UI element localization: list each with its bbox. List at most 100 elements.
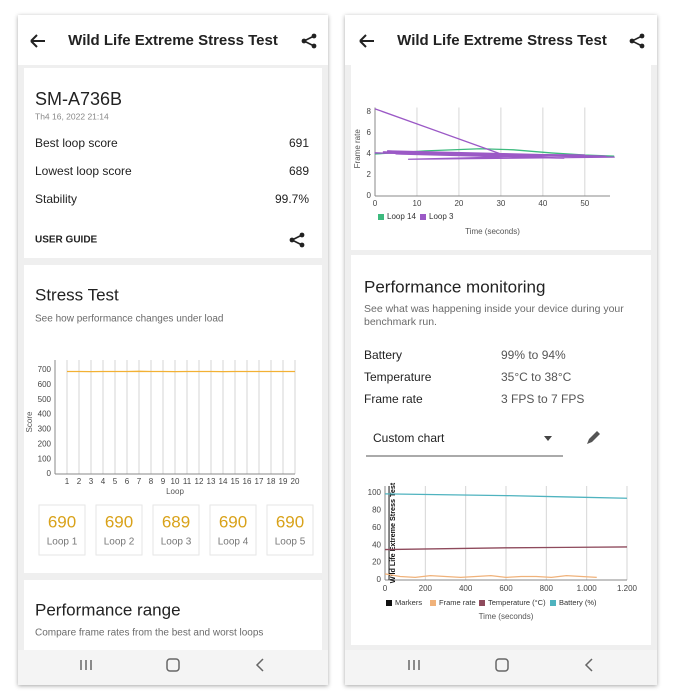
recents-button[interactable]: [408, 660, 420, 670]
y-tick-label: 100: [368, 488, 382, 497]
x-tick-label: 10: [413, 199, 422, 208]
legend-label: Loop 14: [387, 212, 416, 221]
x-tick-label: 0: [383, 584, 388, 593]
row-label: Best loop score: [35, 136, 118, 150]
x-tick-label: 1.000: [577, 584, 598, 593]
device-name: SM-A736B: [35, 89, 122, 109]
x-tick-label: 2: [77, 477, 82, 486]
row-label: Temperature: [364, 370, 432, 384]
screen-title: Wild Life Extreme Stress Test: [397, 32, 607, 49]
row-value: 99.7%: [275, 192, 309, 206]
legend-swatch: [420, 214, 426, 220]
y-axis-label: Score: [25, 411, 34, 432]
y-tick-label: 300: [38, 425, 52, 434]
x-tick-label: 40: [538, 199, 547, 208]
loop-score: 690: [219, 512, 247, 531]
x-tick-label: 600: [499, 584, 513, 593]
legend-label: Battery (%): [559, 598, 597, 607]
x-tick-label: 5: [113, 477, 118, 486]
section-title: Performance range: [35, 600, 181, 619]
series-line: [384, 546, 628, 551]
y-tick-label: 600: [38, 380, 52, 389]
dropdown-caret[interactable]: [544, 436, 552, 441]
y-tick-label: 4: [367, 149, 372, 158]
back-button[interactable]: [359, 34, 374, 48]
y-tick-label: 500: [38, 395, 52, 404]
legend-label: Frame rate: [439, 598, 476, 607]
user-guide-link[interactable]: USER GUIDE: [35, 235, 98, 246]
section-title: Performance monitoring: [364, 277, 545, 296]
legend-label: Loop 3: [429, 212, 454, 221]
y-tick-label: 8: [367, 107, 372, 116]
row-value: 691: [289, 136, 309, 150]
x-tick-label: 9: [161, 477, 166, 486]
x-tick-label: 13: [207, 477, 216, 486]
x-tick-label: 50: [580, 199, 589, 208]
screen-title: Wild Life Extreme Stress Test: [68, 32, 278, 49]
y-tick-label: 40: [372, 540, 381, 549]
x-tick-label: 20: [454, 199, 463, 208]
x-tick-label: 15: [231, 477, 240, 486]
legend-swatch: [430, 600, 436, 606]
app-bar: [18, 15, 328, 65]
x-tick-label: 6: [125, 477, 130, 486]
nav-bar: [345, 650, 657, 685]
loop-card[interactable]: [38, 504, 86, 556]
x-axis-label: Time (seconds): [479, 612, 534, 621]
back-button[interactable]: [30, 34, 45, 48]
loop-card[interactable]: [95, 504, 143, 556]
loop-card[interactable]: [152, 504, 200, 556]
row-value: 3 FPS to 7 FPS: [501, 392, 584, 406]
loop-label: Loop 2: [104, 537, 135, 548]
x-tick-label: 8: [149, 477, 154, 486]
section-subtitle: See how performance changes under load: [35, 314, 223, 325]
x-tick-label: 3: [89, 477, 94, 486]
legend-swatch: [550, 600, 556, 606]
row-value: 35°C to 38°C: [501, 370, 572, 384]
nav-back-button[interactable]: [255, 658, 264, 672]
x-axis-label: Loop: [166, 487, 184, 496]
home-button[interactable]: [166, 658, 180, 672]
legend-label: Markers: [395, 598, 422, 607]
row-label: Frame rate: [364, 392, 423, 406]
home-button[interactable]: [495, 658, 509, 672]
y-tick-label: 0: [377, 575, 382, 584]
x-tick-label: 10: [171, 477, 180, 486]
nav-bar: [18, 650, 328, 685]
x-tick-label: 30: [496, 199, 505, 208]
loop-card[interactable]: [266, 504, 314, 556]
x-tick-label: 800: [540, 584, 554, 593]
y-tick-label: 0: [367, 191, 372, 200]
y-tick-label: 400: [38, 410, 52, 419]
x-tick-label: 0: [373, 199, 378, 208]
loop-score: 690: [105, 512, 133, 531]
loop-score: 690: [276, 512, 304, 531]
series-line: [384, 573, 597, 579]
legend-swatch: [378, 214, 384, 220]
row-label: Battery: [364, 348, 402, 362]
x-tick-label: 19: [279, 477, 288, 486]
nav-back-button[interactable]: [584, 658, 593, 672]
x-tick-label: 16: [243, 477, 252, 486]
loop-label: Loop 3: [161, 537, 192, 548]
x-tick-label: 400: [459, 584, 473, 593]
y-tick-label: 100: [38, 454, 52, 463]
row-label: Lowest loop score: [35, 164, 132, 178]
series-line: [374, 108, 615, 160]
y-tick-label: 200: [38, 439, 52, 448]
loop-card[interactable]: [209, 504, 257, 556]
dropdown[interactable]: Custom chart: [373, 431, 445, 445]
loop-label: Loop 5: [275, 537, 306, 548]
x-tick-label: 4: [101, 477, 106, 486]
legend-swatch: [479, 600, 485, 606]
x-tick-label: 200: [419, 584, 433, 593]
x-tick-label: 17: [255, 477, 264, 486]
recents-button[interactable]: [80, 660, 92, 670]
x-tick-label: 1: [65, 477, 70, 486]
row-value: 99% to 94%: [501, 348, 566, 362]
loop-score: 690: [48, 512, 76, 531]
y-tick-label: 60: [372, 523, 381, 532]
section-title: Stress Test: [35, 285, 119, 304]
edit-button[interactable]: [587, 431, 600, 444]
